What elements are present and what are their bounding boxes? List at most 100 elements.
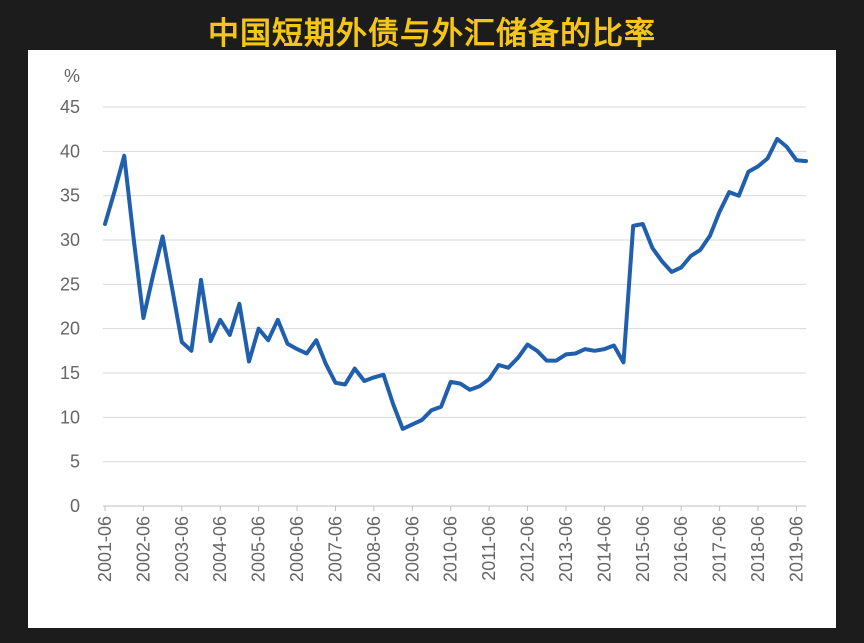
data-point bbox=[621, 360, 625, 364]
data-point bbox=[679, 265, 683, 269]
data-point bbox=[410, 422, 414, 426]
data-point bbox=[746, 170, 750, 174]
x-tick-label: 2011-06 bbox=[479, 516, 499, 581]
y-tick-label: 30 bbox=[60, 230, 80, 250]
data-point bbox=[689, 254, 693, 258]
gridlines bbox=[103, 106, 806, 507]
data-point bbox=[256, 327, 260, 331]
data-point bbox=[266, 338, 270, 342]
data-point bbox=[737, 194, 741, 198]
data-point bbox=[708, 233, 712, 237]
x-tick-label: 2002-06 bbox=[133, 516, 153, 582]
data-point bbox=[372, 375, 376, 379]
chart-title: 中国短期外债与外汇储备的比率 bbox=[208, 16, 656, 52]
data-point bbox=[449, 380, 453, 384]
data-point bbox=[583, 347, 587, 351]
x-tick-label: 2009-06 bbox=[402, 516, 422, 582]
data-point bbox=[612, 343, 616, 347]
data-point bbox=[343, 382, 347, 386]
data-point bbox=[237, 302, 241, 306]
data-point bbox=[324, 362, 328, 366]
chart-panel: % 0 5 10 15 20 25 30 35 40 45 2001-06 2002-06 2003-0… bbox=[28, 50, 836, 628]
data-point bbox=[208, 339, 212, 343]
data-point bbox=[112, 189, 116, 193]
data-point bbox=[458, 381, 462, 385]
data-point bbox=[698, 248, 702, 252]
data-point bbox=[295, 347, 299, 351]
y-tick-label: 40 bbox=[60, 141, 80, 161]
data-point bbox=[660, 259, 664, 263]
data-point bbox=[727, 190, 731, 194]
data-point bbox=[717, 209, 721, 213]
data-point bbox=[477, 384, 481, 388]
data-point bbox=[439, 405, 443, 409]
data-point bbox=[391, 402, 395, 406]
data-point bbox=[103, 222, 107, 226]
data-point bbox=[775, 137, 779, 141]
data-point bbox=[593, 349, 597, 353]
x-tick-label: 2018-06 bbox=[748, 516, 768, 582]
data-point bbox=[132, 238, 136, 242]
x-tick-label: 2014-06 bbox=[594, 516, 614, 582]
x-tick-label: 2013-06 bbox=[556, 516, 576, 582]
data-point bbox=[333, 381, 337, 385]
x-tick-label: 2005-06 bbox=[249, 516, 269, 582]
series-line bbox=[103, 136, 808, 431]
data-point bbox=[160, 234, 164, 238]
data-point bbox=[516, 356, 520, 360]
x-tick-label: 2003-06 bbox=[172, 516, 192, 582]
y-tick-label: 45 bbox=[60, 97, 80, 117]
y-tick-label: 5 bbox=[70, 452, 80, 472]
data-point bbox=[199, 278, 203, 282]
data-point bbox=[314, 338, 318, 342]
data-point bbox=[564, 352, 568, 356]
data-point bbox=[669, 270, 673, 274]
y-axis: % 0 5 10 15 20 25 30 35 40 45 bbox=[60, 66, 80, 516]
data-point bbox=[602, 347, 606, 351]
data-point bbox=[487, 377, 491, 381]
data-point bbox=[545, 358, 549, 362]
data-point bbox=[525, 342, 529, 346]
data-point bbox=[305, 351, 309, 355]
data-point bbox=[141, 316, 145, 320]
data-point bbox=[247, 359, 251, 363]
data-point bbox=[785, 145, 789, 149]
data-point bbox=[468, 388, 472, 392]
data-point bbox=[554, 358, 558, 362]
data-point bbox=[765, 156, 769, 160]
x-tick-label: 2004-06 bbox=[210, 516, 230, 582]
data-point bbox=[650, 246, 654, 250]
data-point bbox=[641, 222, 645, 226]
data-point bbox=[362, 379, 366, 383]
data-point bbox=[218, 318, 222, 322]
data-point bbox=[804, 159, 808, 163]
x-tick-label: 2007-06 bbox=[325, 516, 345, 582]
y-tick-label: 25 bbox=[60, 274, 80, 294]
x-tick-label: 2008-06 bbox=[364, 516, 384, 582]
y-tick-label: 20 bbox=[60, 319, 80, 339]
x-tick-label: 2010-06 bbox=[441, 516, 461, 582]
x-tick-label: 2017-06 bbox=[710, 516, 730, 582]
data-point bbox=[180, 340, 184, 344]
data-point bbox=[381, 373, 385, 377]
y-tick-label: 35 bbox=[60, 186, 80, 206]
data-point bbox=[631, 224, 635, 228]
data-point bbox=[276, 318, 280, 322]
y-tick-label: 0 bbox=[70, 496, 80, 516]
data-point bbox=[401, 427, 405, 431]
data-point bbox=[497, 363, 501, 367]
data-point bbox=[756, 164, 760, 168]
data-point bbox=[189, 349, 193, 353]
data-point bbox=[535, 349, 539, 353]
data-point bbox=[170, 287, 174, 291]
y-tick-label: 15 bbox=[60, 363, 80, 383]
data-point bbox=[353, 366, 357, 370]
data-point bbox=[285, 342, 289, 346]
data-point bbox=[122, 154, 126, 158]
data-point bbox=[506, 366, 510, 370]
x-tick-label: 2012-06 bbox=[518, 516, 538, 582]
line-chart: % 0 5 10 15 20 25 30 35 40 45 2001-06 2002-06 2003-0… bbox=[60, 66, 808, 582]
data-point bbox=[573, 351, 577, 355]
data-point bbox=[420, 418, 424, 422]
x-tick-label: 2015-06 bbox=[633, 516, 653, 582]
